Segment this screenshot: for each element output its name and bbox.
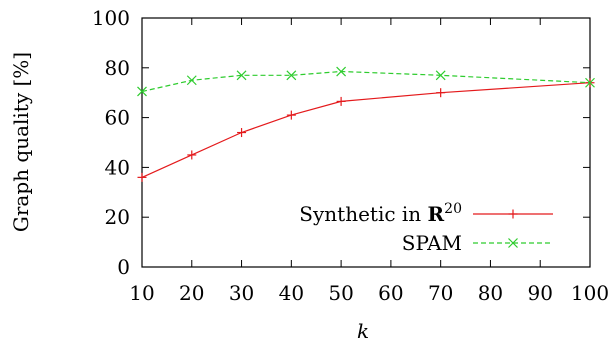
y-tick-label: 40 [105, 155, 130, 179]
data-point-spam [435, 70, 446, 81]
x-tick-label: 90 [527, 281, 552, 305]
data-point-spam [137, 86, 147, 97]
legend: Synthetic in R20 SPAM [299, 201, 553, 255]
x-tick-label: 30 [229, 281, 254, 305]
series-line-synthetic [141, 82, 591, 178]
plot-axes [141, 17, 591, 268]
x-tick-label: 10 [129, 281, 154, 305]
x-tick-label: 70 [428, 281, 453, 305]
x-tick-label: 20 [179, 281, 204, 305]
x-axis-title: k [357, 319, 369, 343]
data-point-spam [236, 70, 247, 81]
y-tick-label: 100 [92, 6, 130, 30]
x-tick-label: 40 [279, 281, 304, 305]
data-point-spam [286, 70, 297, 81]
y-tick-label: 0 [117, 255, 130, 279]
axis-ticks: 10 20 30 40 50 60 70 80 90 100 0 20 40 60 80 100 [92, 6, 609, 305]
x-tick-label: 50 [328, 281, 353, 305]
data-point-spam [585, 77, 595, 88]
data-point-spam [336, 66, 347, 77]
legend-label-spam: SPAM [402, 231, 462, 255]
series-line-spam [141, 70, 591, 93]
data-point-spam [186, 75, 197, 86]
y-axis-title: Graph quality [%] [9, 52, 33, 232]
x-tick-label: 60 [378, 281, 403, 305]
y-tick-label: 60 [105, 106, 130, 130]
legend-marker-spam [508, 238, 518, 248]
legend-label-synthetic: Synthetic in R20 [299, 201, 462, 226]
x-tick-label: 80 [478, 281, 503, 305]
plot-frame [141, 17, 591, 268]
x-tick-label: 100 [571, 281, 609, 305]
series-group [137, 66, 595, 182]
y-tick-label: 20 [105, 205, 130, 229]
y-tick-label: 80 [105, 56, 130, 80]
